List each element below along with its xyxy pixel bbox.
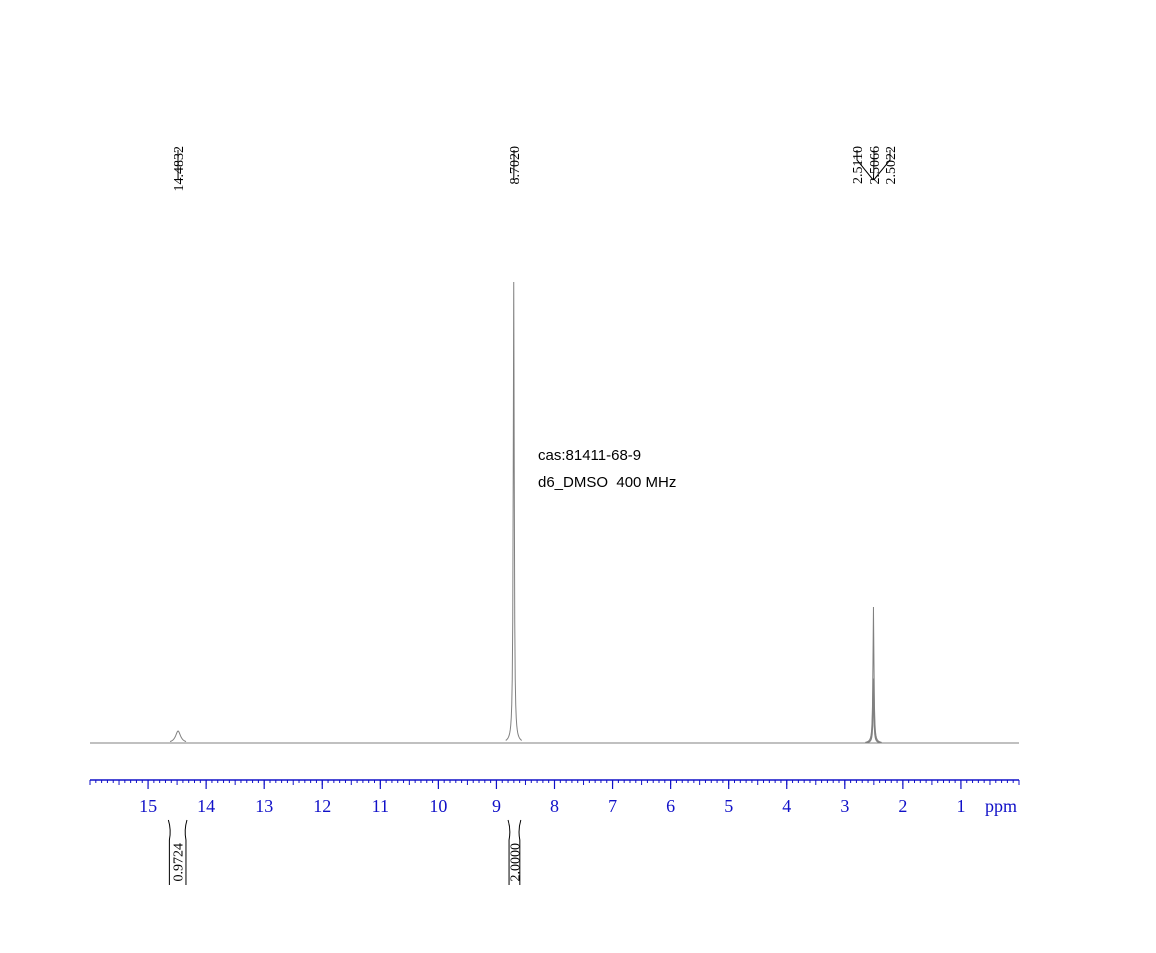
x-tick-label: 13	[255, 796, 273, 816]
peak-label-line	[872, 150, 875, 181]
peak-label-line	[873, 150, 891, 181]
x-tick-label: 7	[608, 796, 617, 816]
peak	[169, 730, 187, 742]
x-tick-label: 6	[666, 796, 675, 816]
peak-label: 2.5110	[851, 146, 866, 184]
peak	[865, 678, 882, 744]
x-tick-label: 1	[956, 796, 965, 816]
annotation: d6_DMSO 400 MHz	[538, 474, 676, 491]
peak-label: 2.5022	[884, 146, 899, 185]
x-tick-label: 9	[492, 796, 501, 816]
x-tick-label: 12	[313, 796, 331, 816]
integral-label: 2.0000	[508, 843, 523, 882]
integral-bracket	[167, 819, 188, 885]
x-tick-label: 3	[840, 796, 849, 816]
peak	[505, 281, 523, 741]
integral-label: 0.9724	[172, 843, 187, 882]
x-tick-label: 4	[782, 796, 791, 816]
annotation: cas:81411-68-9	[538, 447, 641, 464]
x-tick-label: 8	[550, 796, 559, 816]
x-tick-label: 15	[139, 796, 157, 816]
x-tick-label: 14	[197, 796, 215, 816]
peak-label: 2.5066	[868, 146, 883, 185]
peak-label: 8.7020	[508, 146, 523, 185]
x-tick-label: 2	[898, 796, 907, 816]
integral-bracket	[507, 819, 522, 885]
x-axis-label: ppm	[985, 796, 1017, 816]
x-tick-label: 5	[724, 796, 733, 816]
peak-label-line	[856, 150, 874, 181]
peak-label: 14.4832	[172, 146, 187, 192]
peak	[865, 606, 882, 743]
x-tick-label: 10	[429, 796, 447, 816]
x-tick-label: 11	[372, 796, 389, 816]
